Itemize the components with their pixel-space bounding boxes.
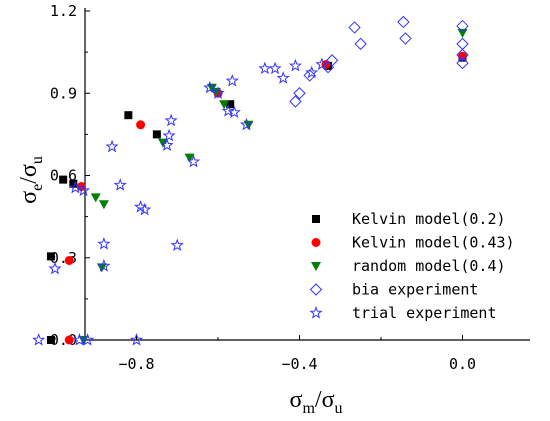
data-point bbox=[456, 19, 469, 33]
series-0 bbox=[46, 53, 467, 344]
data-point bbox=[129, 333, 144, 346]
data-point bbox=[354, 37, 367, 51]
data-point bbox=[76, 183, 91, 197]
legend-label: bia experiment bbox=[352, 281, 478, 299]
data-point bbox=[397, 15, 410, 29]
data-point bbox=[113, 178, 127, 191]
data-point bbox=[348, 21, 361, 34]
data-point bbox=[32, 333, 46, 346]
x-tick-label: −0.4 bbox=[281, 355, 317, 373]
data-point bbox=[239, 117, 254, 131]
data-marks bbox=[32, 15, 469, 346]
legend-marker bbox=[311, 262, 321, 271]
data-point bbox=[164, 113, 178, 127]
data-point bbox=[59, 175, 68, 184]
data-point bbox=[289, 95, 302, 108]
data-point bbox=[97, 237, 111, 250]
data-point bbox=[184, 153, 195, 163]
data-point bbox=[136, 120, 146, 130]
data-point bbox=[219, 100, 230, 110]
data-point bbox=[288, 58, 303, 72]
data-point bbox=[48, 261, 62, 275]
series-4 bbox=[32, 57, 329, 346]
y-tick-label: 1.2 bbox=[50, 2, 77, 20]
data-point bbox=[293, 87, 306, 100]
data-point bbox=[162, 128, 176, 142]
legend-marker bbox=[312, 215, 320, 223]
x-axis-title: σm/σu bbox=[290, 387, 343, 417]
data-point bbox=[68, 180, 82, 194]
y-axis-title: σe/σu bbox=[16, 156, 46, 204]
data-point bbox=[221, 104, 235, 117]
data-point bbox=[303, 69, 316, 82]
data-point bbox=[186, 154, 201, 168]
legend-label: Kelvin model(0.2) bbox=[352, 210, 506, 228]
data-point bbox=[90, 193, 101, 203]
data-point bbox=[268, 61, 282, 75]
data-point bbox=[152, 130, 161, 139]
data-point bbox=[225, 73, 239, 87]
data-point bbox=[46, 336, 55, 344]
legend-marker bbox=[309, 306, 323, 319]
data-point bbox=[64, 255, 74, 265]
data-point bbox=[124, 111, 133, 120]
data-point bbox=[258, 61, 272, 75]
data-point bbox=[81, 333, 95, 346]
data-point bbox=[69, 179, 78, 188]
series-3 bbox=[289, 15, 469, 108]
data-point bbox=[203, 80, 217, 94]
series-1 bbox=[64, 51, 467, 345]
x-tick-label: −0.8 bbox=[118, 355, 154, 373]
data-point bbox=[138, 202, 152, 216]
data-point bbox=[399, 32, 412, 45]
legend-label: trial experiment bbox=[352, 304, 497, 322]
x-tick-label: 0.0 bbox=[449, 355, 476, 373]
y-tick-label: 0.0 bbox=[50, 331, 77, 349]
y-tick-label: 0.9 bbox=[50, 84, 77, 102]
legend-label: Kelvin model(0.43) bbox=[352, 234, 515, 252]
data-point bbox=[226, 100, 235, 109]
data-point bbox=[227, 105, 241, 119]
data-point bbox=[456, 48, 469, 62]
legend-marker bbox=[311, 238, 321, 247]
data-point bbox=[456, 56, 469, 70]
legend-marker bbox=[309, 283, 323, 296]
data-point bbox=[305, 65, 319, 79]
data-point bbox=[46, 252, 55, 261]
data-point bbox=[315, 57, 329, 71]
data-point bbox=[160, 138, 174, 151]
data-point bbox=[211, 86, 225, 99]
data-point bbox=[97, 259, 111, 272]
data-point bbox=[276, 71, 290, 84]
data-point bbox=[98, 200, 109, 210]
legend-label: random model(0.4) bbox=[352, 257, 506, 275]
data-point bbox=[170, 238, 184, 252]
data-point bbox=[133, 200, 148, 213]
data-point bbox=[457, 28, 468, 38]
data-point bbox=[64, 335, 74, 345]
data-point bbox=[325, 54, 339, 67]
data-point bbox=[456, 37, 469, 51]
axes bbox=[84, 8, 530, 341]
data-point bbox=[105, 139, 119, 153]
legend: Kelvin model(0.2) Kelvin model(0.43) rando… bbox=[309, 210, 515, 322]
